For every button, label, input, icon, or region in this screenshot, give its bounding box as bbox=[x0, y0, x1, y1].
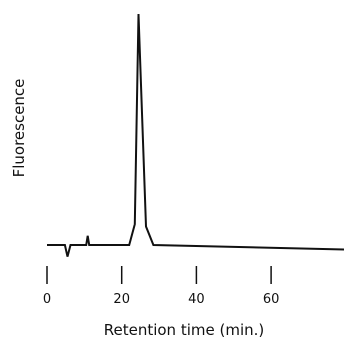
x-tick-label-0: 0 bbox=[43, 292, 51, 307]
x-tick-label-40: 40 bbox=[188, 292, 205, 307]
x-axis: 0 20 40 60 bbox=[43, 266, 280, 307]
plot-area bbox=[47, 13, 344, 257]
x-tick-label-20: 20 bbox=[113, 292, 130, 307]
series-line-0 bbox=[47, 13, 344, 257]
y-axis-label: Fluorescence bbox=[10, 79, 28, 178]
x-tick-label-60: 60 bbox=[263, 292, 280, 307]
x-axis-label: Retention time (min.) bbox=[104, 321, 265, 339]
